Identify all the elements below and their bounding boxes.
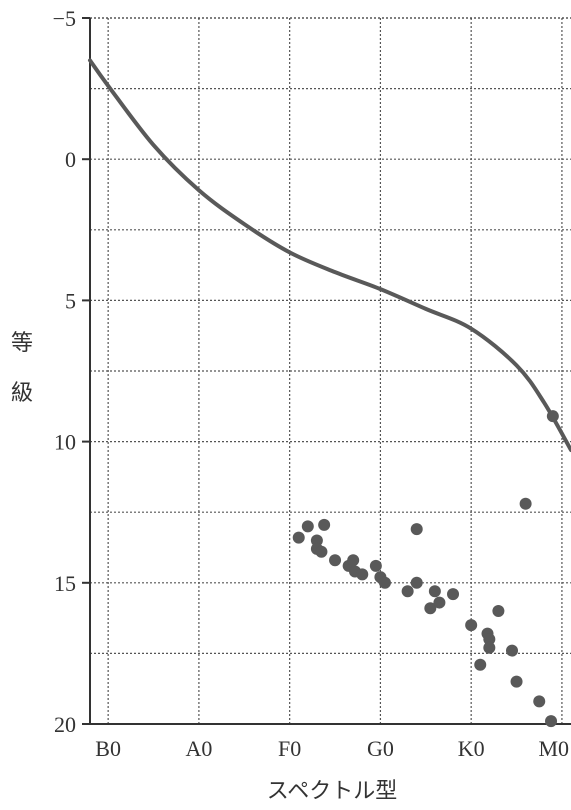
star-point [410,523,423,536]
star-point [545,715,558,728]
grid-lines [90,18,571,724]
axes [82,17,571,725]
star-point [506,644,519,657]
star-point [492,605,505,618]
star-point [483,641,496,654]
y-tick-label: −5 [53,6,76,31]
star-point [428,585,441,598]
star-point [369,559,382,572]
x-tick-label: A0 [185,736,212,761]
star-point [465,619,478,632]
star-point [519,497,532,510]
star-point [410,576,423,589]
star-point [433,596,446,609]
star-point [533,695,546,708]
y-tick-label: 0 [65,147,76,172]
x-tick-label: F0 [278,736,301,761]
series-curve [88,58,571,453]
x-axis-title: スペクトル型 [267,779,397,804]
x-tick-label: M0 [538,736,569,761]
star-point [447,588,460,601]
star-point [546,410,559,423]
star-point [474,658,487,671]
star-point [301,520,314,533]
star-point [315,545,328,558]
star-point [378,576,391,589]
y-axis-title-char: 級 [11,381,33,406]
y-tick-label: 5 [65,288,76,313]
star-point [424,602,437,615]
star-point [310,534,323,547]
star-point [292,531,305,544]
star-point [356,568,369,581]
x-tick-label: G0 [367,736,394,761]
y-tick-label: 20 [54,712,76,737]
x-tick-label: K0 [458,736,485,761]
y-tick-labels: −5 0 5 10 15 20 [53,6,76,737]
x-tick-labels: B0 A0 F0 G0 K0 M0 [95,736,569,761]
y-axis-title: 等級 [11,331,33,406]
star-point [483,633,496,646]
star-point [329,554,342,567]
star-point [401,585,414,598]
star-point [318,518,331,531]
series-points [292,410,559,728]
y-axis-title-char: 等 [11,331,33,356]
star-point [347,554,360,567]
y-tick-label: 10 [54,430,76,455]
x-tick-label: B0 [95,736,121,761]
y-tick-label: 15 [54,571,76,596]
star-point [510,675,523,688]
main-sequence-curve [88,58,571,453]
